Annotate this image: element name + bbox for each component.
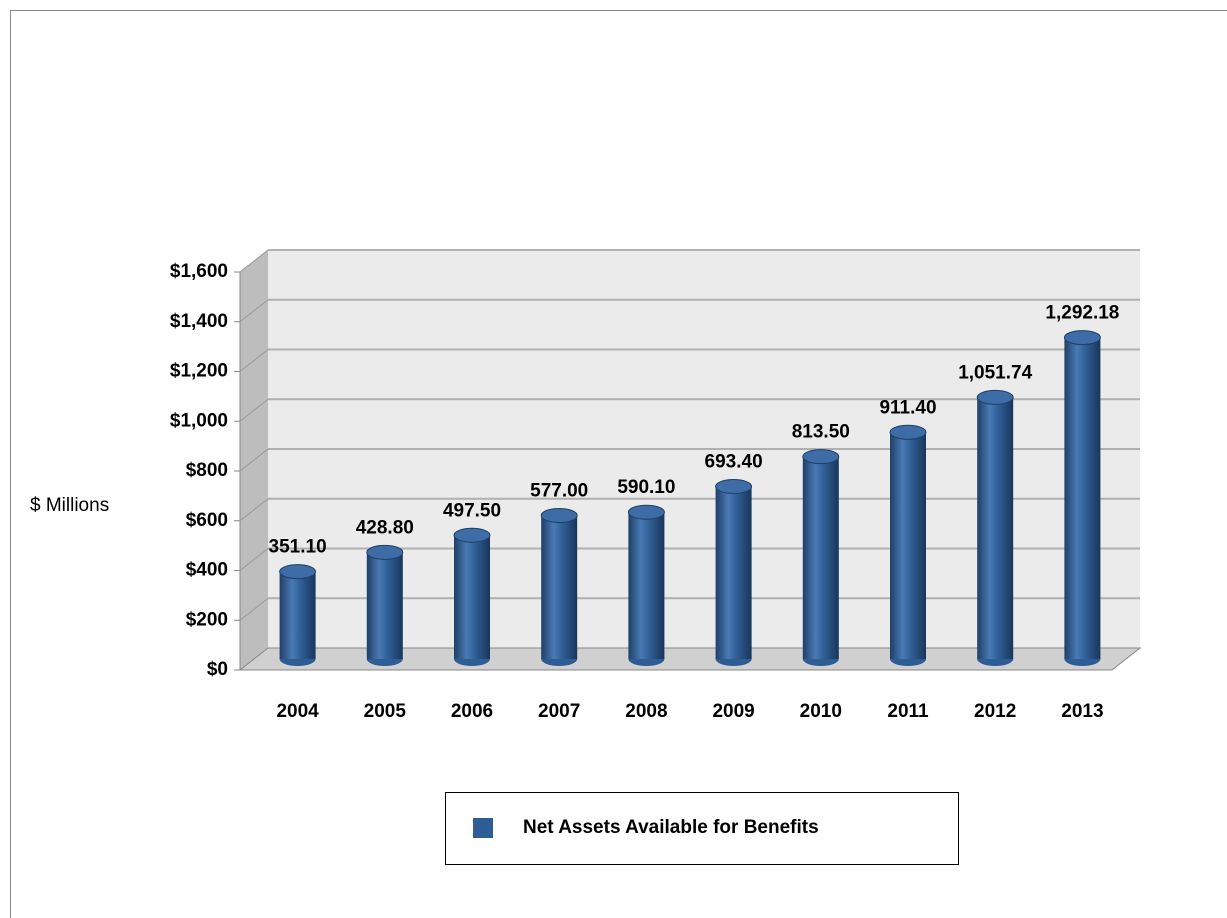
grid-line-side: [239, 299, 269, 323]
bar-top: [627, 504, 665, 520]
x-tick-label: 2008: [625, 701, 667, 722]
y-tick-label: $400: [186, 560, 228, 581]
y-tick-label: $1,600: [170, 261, 228, 282]
bar-body: [802, 456, 839, 659]
grid-line-side: [239, 398, 269, 422]
bar-body: [1064, 337, 1101, 659]
bar: [889, 424, 927, 666]
bar: [627, 504, 665, 666]
y-tick-label: $1,200: [170, 361, 228, 382]
value-label: 351.10: [269, 537, 327, 558]
bar: [366, 544, 404, 666]
bar-top: [802, 449, 840, 465]
y-tick-label: $200: [186, 609, 228, 630]
value-label: 497.50: [443, 500, 501, 521]
x-tick-label: 2013: [1061, 701, 1103, 722]
bar-top: [540, 507, 578, 523]
bar-top: [453, 527, 491, 543]
grid-line-side: [239, 548, 269, 571]
legend: [445, 792, 959, 865]
x-tick-label: 2007: [538, 701, 580, 722]
bar-body: [541, 515, 578, 659]
legend-label: Net Assets Available for Benefits: [523, 817, 819, 838]
x-tick-label: 2009: [712, 701, 754, 722]
x-tick-label: 2010: [800, 701, 842, 722]
value-label: 911.40: [879, 397, 936, 418]
value-label: 693.40: [705, 452, 763, 473]
y-axis-title: $ Millions: [30, 495, 109, 516]
bar: [540, 507, 578, 666]
grid-line-side: [239, 498, 269, 522]
bar-top: [889, 424, 927, 440]
bar-top: [279, 564, 317, 580]
bar-body: [977, 397, 1014, 659]
bar-body: [454, 535, 490, 659]
bar-top: [715, 479, 753, 495]
bar: [279, 564, 317, 666]
x-tick-label: 2011: [887, 701, 929, 722]
bar: [1063, 330, 1101, 666]
bar-body: [279, 571, 316, 659]
y-tick-label: $600: [186, 510, 228, 531]
bar-top: [976, 389, 1014, 405]
bar: [802, 449, 840, 666]
bar-body: [366, 552, 403, 659]
bar: [976, 389, 1014, 666]
bar: [715, 479, 753, 666]
y-tick-label: $1,000: [170, 410, 228, 431]
grid-line-side: [239, 349, 269, 372]
grid-line-side: [239, 249, 269, 273]
x-tick-label: 2005: [364, 701, 407, 722]
y-tick-label: $1,400: [170, 311, 228, 332]
value-label: 813.50: [792, 422, 850, 443]
bar-body: [628, 512, 665, 659]
value-label: 1,051.74: [958, 362, 1032, 383]
bar: [453, 527, 491, 666]
x-tick-label: 2012: [974, 701, 1016, 722]
legend-swatch: [473, 818, 493, 838]
value-label: 1,292.18: [1045, 303, 1119, 324]
y-tick-label: $0: [207, 659, 228, 680]
x-tick-label: 2006: [451, 701, 493, 722]
y-tick-label: $800: [186, 460, 228, 481]
bar-top: [366, 544, 404, 560]
grid-line-side: [239, 597, 269, 621]
value-label: 577.00: [530, 480, 588, 501]
bar-top: [1063, 330, 1101, 346]
value-label: 590.10: [617, 477, 675, 498]
x-tick-label: 2004: [276, 701, 319, 722]
value-label: 428.80: [356, 517, 414, 538]
bar-body: [890, 432, 926, 659]
frame: [10, 10, 1227, 918]
bar-body: [715, 486, 752, 659]
grid-line-side: [239, 448, 269, 472]
